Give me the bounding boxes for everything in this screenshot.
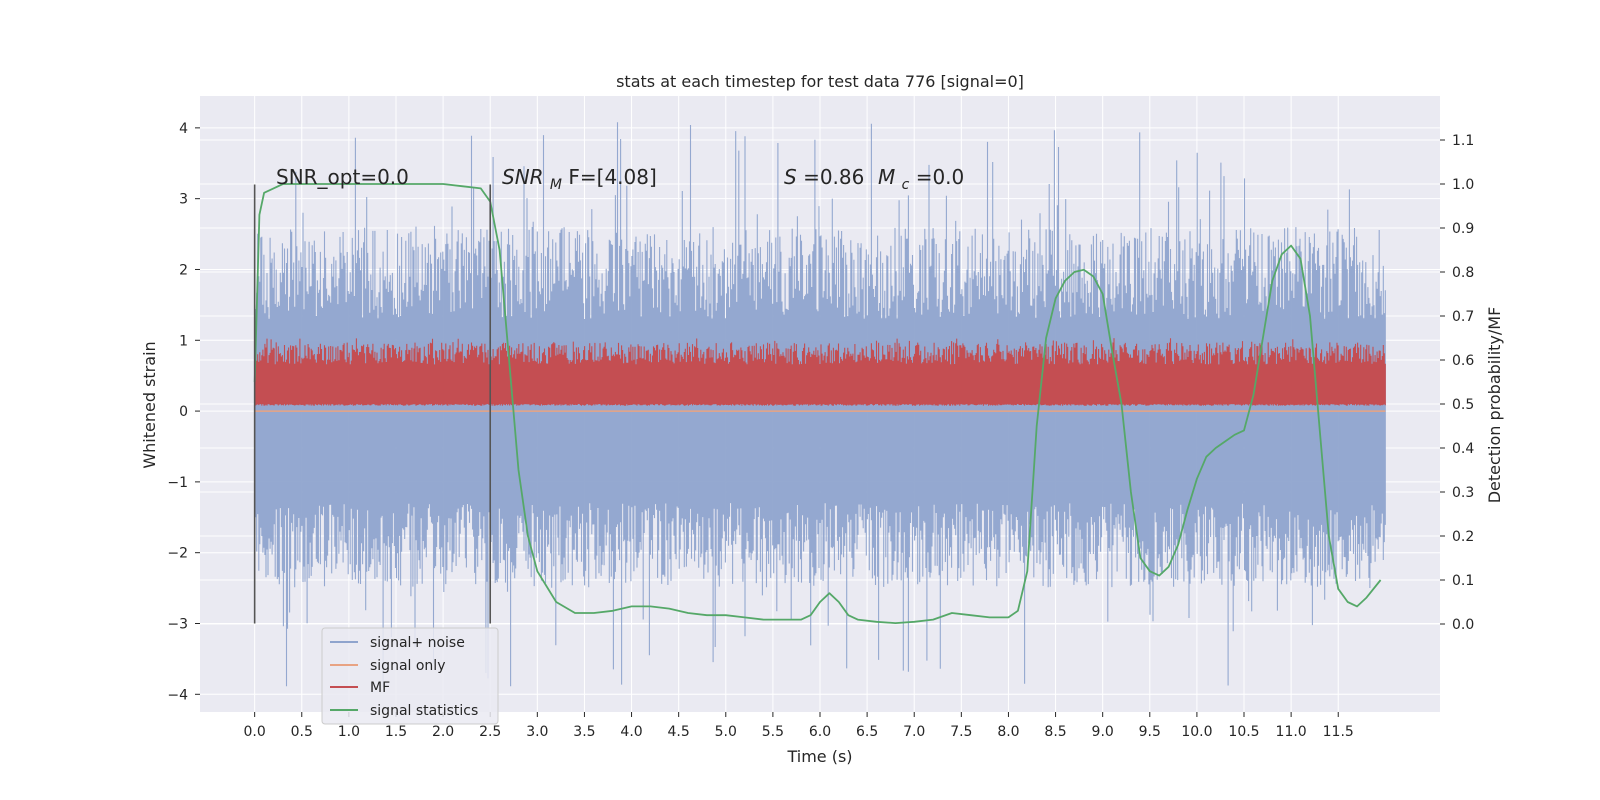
y2-tick-label: 0.0 <box>1452 617 1474 633</box>
legend-label-signal-statistics: signal statistics <box>370 703 478 719</box>
x-tick-label: 1.5 <box>385 724 407 740</box>
legend-label-signal-noise: signal+ noise <box>370 635 465 651</box>
x-tick-label: 8.5 <box>1044 724 1066 740</box>
y-tick-label: 3 <box>179 192 188 208</box>
x-tick-label: 8.0 <box>997 724 1019 740</box>
y2-tick-label: 0.1 <box>1452 573 1474 589</box>
snr-opt-annotation: SNR_opt=0.0 <box>276 165 409 189</box>
x-tick-label: 5.0 <box>715 724 737 740</box>
y-tick-label: −2 <box>167 546 188 562</box>
y2-tick-label: 1.0 <box>1452 177 1474 193</box>
snr-mf-annotation: SNR M F=[4.08] <box>502 165 657 194</box>
x-tick-label: 6.0 <box>809 724 831 740</box>
y-tick-label: 2 <box>179 262 188 278</box>
legend: signal+ noise signal only MF signal stat… <box>321 627 499 725</box>
legend-box <box>321 627 499 725</box>
x-tick-label: 7.5 <box>950 724 972 740</box>
snr-mf-symbol: SNR <box>502 165 544 189</box>
x-tick-label: 5.5 <box>762 724 784 740</box>
axes: 0.0 0.5 1.0 1.5 2.0 2.5 3.0 3.5 4.0 4.5 5.0 5.5 6.0 6… <box>167 121 1474 740</box>
x-tick-label: 7.0 <box>903 724 925 740</box>
x-axis-title: Time (s) <box>786 747 852 766</box>
snr-mf-subscript: M <box>550 177 562 193</box>
x-tick-label: 10.0 <box>1181 724 1212 740</box>
y-tick-label: 0 <box>179 404 188 420</box>
x-tick-label: 0.5 <box>291 724 313 740</box>
y2-tick-label: 0.8 <box>1452 265 1474 281</box>
y2-axis-title: Detection probability/MF <box>1485 307 1504 504</box>
y-axis-title: Whitened strain <box>140 341 159 468</box>
series-signal-statistics <box>253 183 1382 624</box>
x-tick-label: 10.5 <box>1228 724 1259 740</box>
x-tick-label: 0.0 <box>244 724 266 740</box>
mc-symbol: M <box>878 165 895 189</box>
chart-title: stats at each timestep for test data 776… <box>616 72 1024 91</box>
s-annotation: S =0.86 <box>784 165 864 189</box>
x-tick-label: 3.5 <box>573 724 595 740</box>
x-tick-label: 2.5 <box>479 724 501 740</box>
x-tick-label: 4.5 <box>668 724 690 740</box>
x-tick-label: 9.0 <box>1092 724 1114 740</box>
x-tick-label: 2.0 <box>432 724 454 740</box>
y-tick-label: −4 <box>167 687 188 703</box>
y2-tick-label: 0.3 <box>1452 485 1474 501</box>
s-symbol: S <box>784 165 797 189</box>
y2-tick-label: 0.7 <box>1452 309 1474 325</box>
x-tick-label: 4.0 <box>620 724 642 740</box>
x-tick-label: 9.5 <box>1139 724 1161 740</box>
y-tick-label: 1 <box>179 333 188 349</box>
x-tick-label: 11.5 <box>1323 724 1354 740</box>
y-tick-label: 4 <box>179 121 188 137</box>
y-tick-label: −1 <box>167 475 188 491</box>
series-layer <box>253 122 1386 687</box>
x-tick-label: 6.5 <box>856 724 878 740</box>
s-value: =0.86 <box>803 165 864 189</box>
legend-label-mf: MF <box>370 680 390 696</box>
y2-tick-label: 0.5 <box>1452 397 1474 413</box>
y2-tick-label: 0.4 <box>1452 441 1474 457</box>
snr-mf-value: F=[4.08] <box>568 165 656 189</box>
mc-annotation: M c =0.0 <box>878 165 964 194</box>
y2-tick-label: 1.1 <box>1452 133 1474 149</box>
mc-subscript: c <box>902 177 910 193</box>
y2-tick-label: 0.2 <box>1452 529 1474 545</box>
mc-value: =0.0 <box>916 165 965 189</box>
x-tick-label: 11.0 <box>1276 724 1307 740</box>
y2-tick-label: 0.6 <box>1452 353 1474 369</box>
x-tick-label: 3.0 <box>526 724 548 740</box>
annotations: SNR_opt=0.0 SNR M F=[4.08] S =0.86 M c =… <box>276 165 964 194</box>
y2-tick-label: 0.9 <box>1452 221 1474 237</box>
legend-label-signal-only: signal only <box>370 658 445 674</box>
x-tick-label: 1.0 <box>338 724 360 740</box>
y-tick-label: −3 <box>167 616 188 632</box>
